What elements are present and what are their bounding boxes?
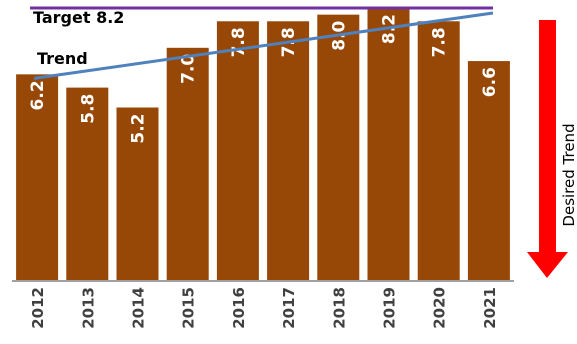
bar-value-label-2014: 5.2: [129, 114, 149, 144]
x-tick-label-2017: 2017: [280, 287, 298, 329]
bar-2018: [317, 14, 360, 280]
desired-trend-label: Desired Trend: [560, 123, 577, 226]
x-tick-labels-group: 2012 2013 2014 2015 2016 2017 2018 2019 2020 2021: [29, 287, 499, 329]
bar-value-label-2015: 7.0: [179, 54, 199, 84]
target-label: Target 8.2: [33, 8, 124, 27]
bar-value-label-2013: 5.8: [78, 94, 98, 124]
bar-2012: [16, 74, 59, 280]
bar-2021: [467, 61, 510, 281]
x-tick-label-2015: 2015: [180, 287, 198, 329]
bar-2013: [66, 87, 109, 280]
bar-value-label-2016: 7.8: [229, 27, 249, 57]
bar-value-label-2021: 6.6: [480, 67, 500, 97]
bars-group: [16, 8, 510, 281]
bar-value-label-2020: 7.8: [430, 27, 450, 57]
bar-2014: [116, 107, 159, 280]
x-tick-label-2021: 2021: [481, 287, 499, 329]
x-tick-label-2016: 2016: [230, 287, 248, 329]
x-tick-label-2018: 2018: [330, 287, 348, 329]
bar-value-label-2012: 6.2: [28, 80, 48, 110]
desired-trend-arrow: [527, 20, 568, 278]
x-tick-label-2020: 2020: [431, 287, 449, 329]
bar-2015: [166, 47, 209, 281]
trend-line: [33, 11, 494, 80]
x-tick-label-2012: 2012: [29, 287, 47, 329]
x-tick-label-2019: 2019: [381, 287, 399, 329]
bar-2017: [267, 21, 310, 281]
x-tick-label-2014: 2014: [130, 287, 148, 329]
bar-2019: [367, 8, 410, 280]
x-tick-label-2013: 2013: [79, 287, 97, 329]
bar-2016: [216, 21, 259, 281]
bar-2020: [417, 21, 460, 281]
trend-label: Trend: [37, 49, 88, 68]
